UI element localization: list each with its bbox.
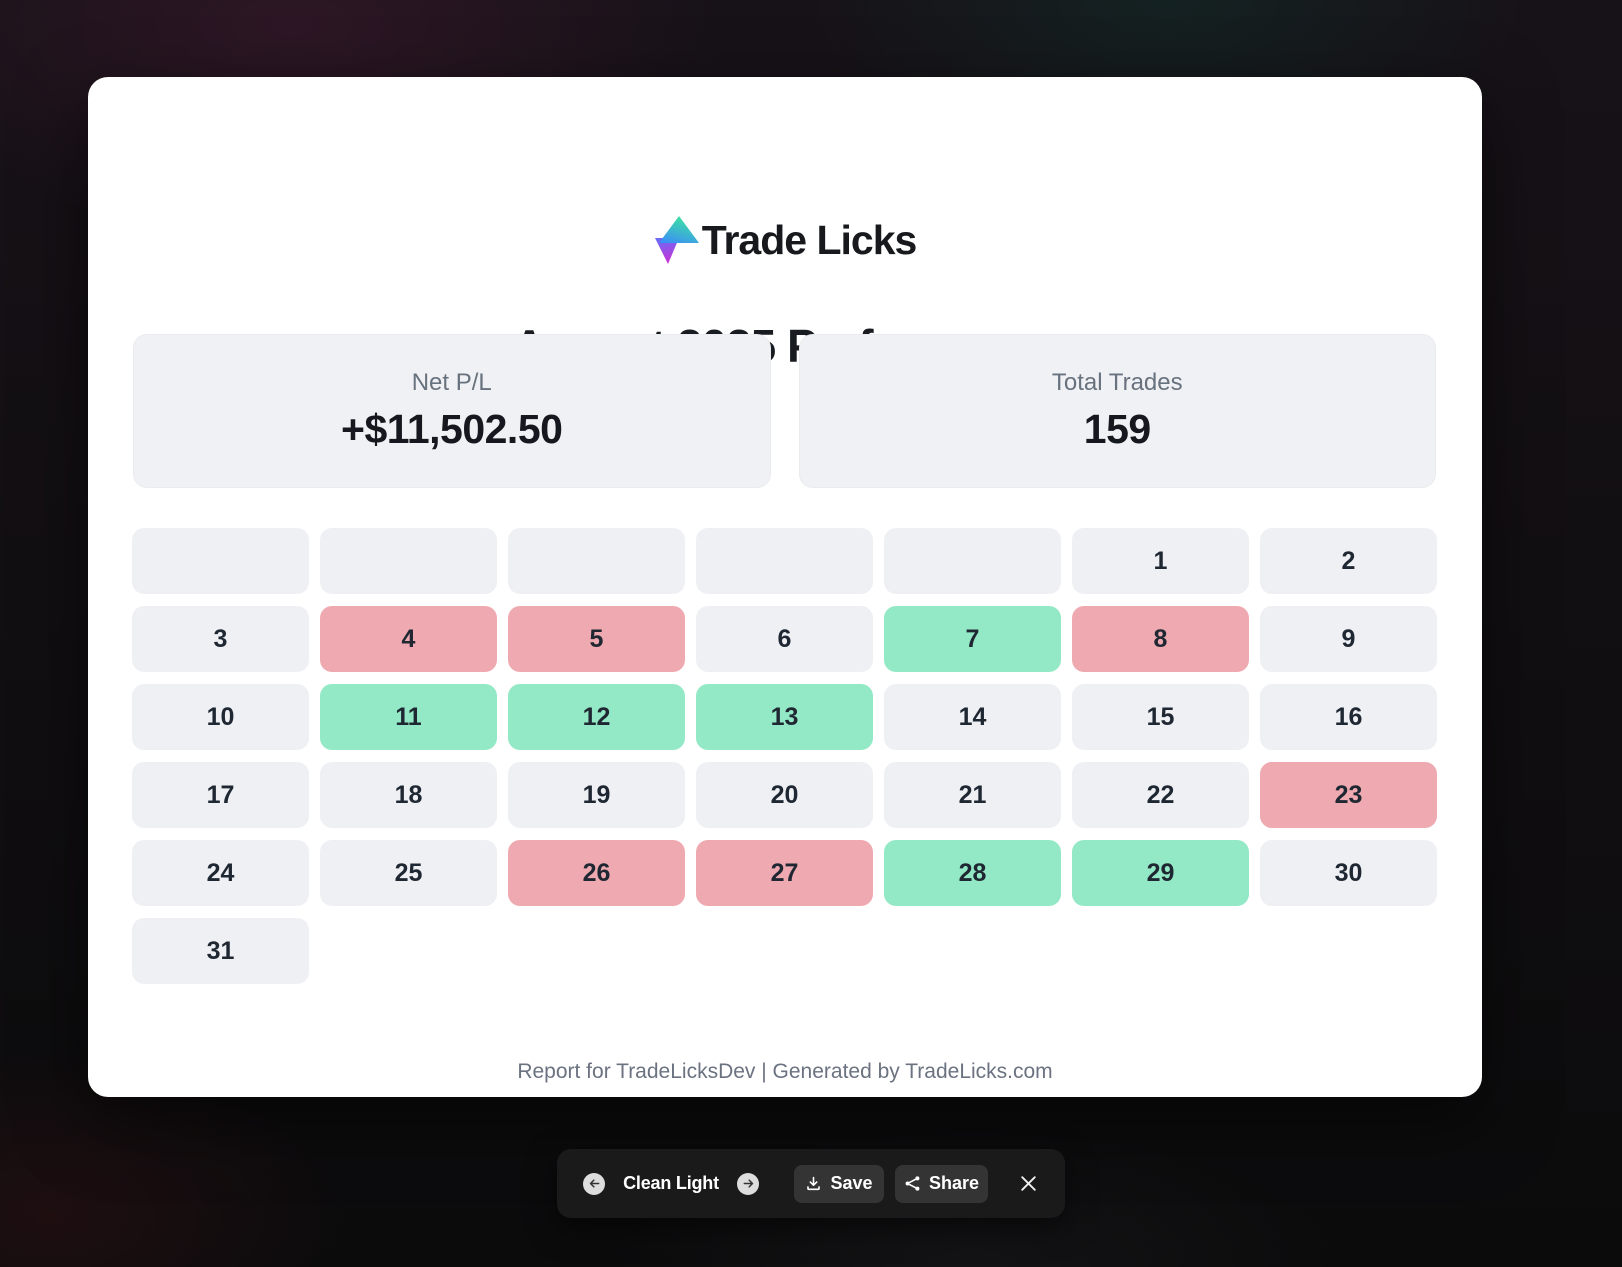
net-pl-label: Net P/L <box>411 369 492 396</box>
share-icon <box>904 1175 921 1192</box>
download-icon <box>805 1175 822 1192</box>
calendar-day-19: 19 <box>508 762 685 828</box>
close-button[interactable] <box>1018 1173 1039 1194</box>
calendar-day-31: 31 <box>132 918 309 984</box>
brand-name: Trade Licks <box>701 216 918 263</box>
total-trades-label: Total Trades <box>1051 369 1183 396</box>
close-icon <box>1018 1173 1039 1194</box>
calendar-grid: 1 2 3 4 5 6 7 8 9 10 11 12 13 14 15 16 17 18 19 20 21 22 23 24 2… <box>132 528 1437 984</box>
calendar-day-29: 29 <box>1072 840 1249 906</box>
calendar-day-18: 18 <box>320 762 497 828</box>
net-pl-card: Net P/L +$11,502.50 <box>133 334 771 488</box>
calendar-day-2: 2 <box>1260 528 1437 594</box>
arrow-right-icon <box>742 1177 755 1190</box>
calendar-day-12: 12 <box>508 684 685 750</box>
calendar-day-4: 4 <box>320 606 497 672</box>
calendar-day-22: 22 <box>1072 762 1249 828</box>
stats-row: Net P/L +$11,502.50 Total Trades 159 <box>133 334 1436 488</box>
theme-name-label: Clean Light <box>623 1173 719 1193</box>
share-button[interactable]: Share <box>895 1164 988 1203</box>
calendar-blank-cell <box>696 528 873 594</box>
calendar-day-9: 9 <box>1260 606 1437 672</box>
calendar-day-1: 1 <box>1072 528 1249 594</box>
calendar-day-6: 6 <box>696 606 873 672</box>
save-button-label: Save <box>830 1173 873 1193</box>
calendar-day-21: 21 <box>884 762 1061 828</box>
calendar-day-15: 15 <box>1072 684 1249 750</box>
calendar-day-3: 3 <box>132 606 309 672</box>
calendar-day-27: 27 <box>696 840 873 906</box>
calendar-blank-cell <box>320 528 497 594</box>
trade-licks-logo-icon <box>654 215 700 265</box>
brand-logo: Trade Licks <box>88 215 1482 265</box>
calendar-day-26: 26 <box>508 840 685 906</box>
calendar-day-8: 8 <box>1072 606 1249 672</box>
calendar-day-17: 17 <box>132 762 309 828</box>
calendar-day-7: 7 <box>884 606 1061 672</box>
calendar-day-30: 30 <box>1260 840 1437 906</box>
report-card: Trade Licks August 2025 Performance Net … <box>88 77 1482 1097</box>
calendar-day-11: 11 <box>320 684 497 750</box>
calendar-day-28: 28 <box>884 840 1061 906</box>
report-footer: Report for TradeLicksDev | Generated by … <box>517 1060 1053 1083</box>
calendar-day-10: 10 <box>132 684 309 750</box>
next-theme-button[interactable] <box>737 1172 759 1195</box>
bottom-toolbar: Clean Light Save <box>557 1149 1065 1218</box>
calendar-day-5: 5 <box>508 606 685 672</box>
total-trades-value: 159 <box>1083 406 1151 452</box>
calendar-blank-cell <box>132 528 309 594</box>
calendar-blank-cell <box>884 528 1061 594</box>
save-button[interactable]: Save <box>794 1164 884 1203</box>
calendar-day-20: 20 <box>696 762 873 828</box>
total-trades-card: Total Trades 159 <box>798 334 1436 488</box>
calendar-day-16: 16 <box>1260 684 1437 750</box>
net-pl-value: +$11,502.50 <box>341 406 563 452</box>
calendar-day-23: 23 <box>1260 762 1437 828</box>
prev-theme-button[interactable] <box>583 1172 605 1195</box>
share-button-label: Share <box>928 1173 980 1193</box>
calendar-day-13: 13 <box>696 684 873 750</box>
calendar-day-14: 14 <box>884 684 1061 750</box>
calendar-blank-cell <box>508 528 685 594</box>
calendar-day-24: 24 <box>132 840 309 906</box>
calendar-day-25: 25 <box>320 840 497 906</box>
arrow-left-icon <box>588 1177 601 1190</box>
